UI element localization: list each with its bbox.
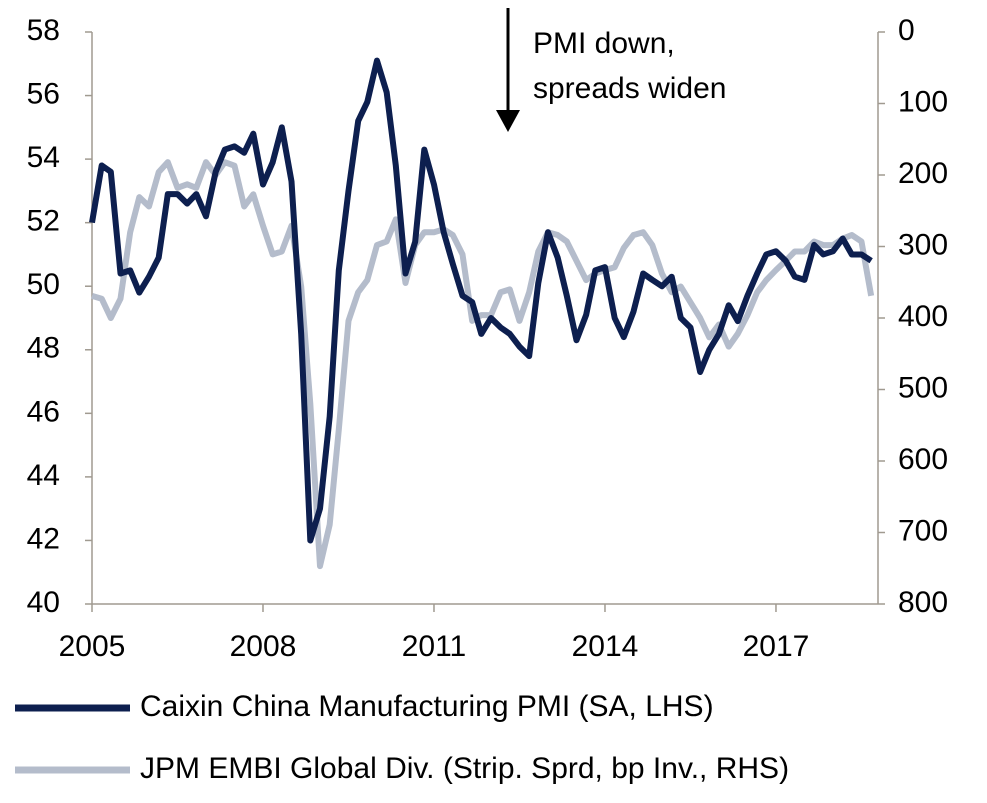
y-tick-label: 48 (27, 332, 60, 365)
annotation: spreads widen (533, 72, 726, 105)
y-tick-label: 54 (27, 141, 60, 174)
data-line (89, 57, 873, 544)
y-tick-label: 42 (27, 522, 60, 555)
x-tick-label: 2014 (572, 630, 639, 663)
y-tick-label: 40 (27, 586, 60, 619)
y-tick-label: 56 (27, 77, 60, 110)
y2-tick-label: 200 (898, 157, 948, 190)
y-tick-label: 58 (27, 14, 60, 47)
y2-tick-label: 400 (898, 300, 948, 333)
y2-tick-label: 500 (898, 371, 948, 404)
y-tick-label: 44 (27, 459, 60, 492)
y2-tick-label: 0 (898, 14, 915, 47)
y2-tick-label: 100 (898, 85, 948, 118)
annotation: PMI down, (533, 27, 675, 60)
y2-tick-label: 300 (898, 228, 948, 261)
x-tick-label: 2017 (743, 630, 810, 663)
y2-tick-label: 800 (898, 586, 948, 619)
x-tick-label: 2011 (402, 630, 467, 663)
y-tick-label: 52 (27, 205, 60, 238)
data-line (91, 159, 875, 570)
y-tick-label: 46 (27, 395, 60, 428)
y-tick-label: 50 (27, 268, 60, 301)
legend-label: Caixin China Manufacturing PMI (SA, LHS) (140, 690, 714, 723)
y2-tick-label: 600 (898, 443, 948, 476)
legend-label: JPM EMBI Global Div. (Strip. Sprd, bp In… (140, 752, 789, 785)
annotation-arrowhead (496, 110, 520, 132)
x-tick-label: 2005 (59, 630, 126, 663)
y2-tick-label: 700 (898, 514, 948, 547)
x-tick-label: 2008 (230, 630, 297, 663)
